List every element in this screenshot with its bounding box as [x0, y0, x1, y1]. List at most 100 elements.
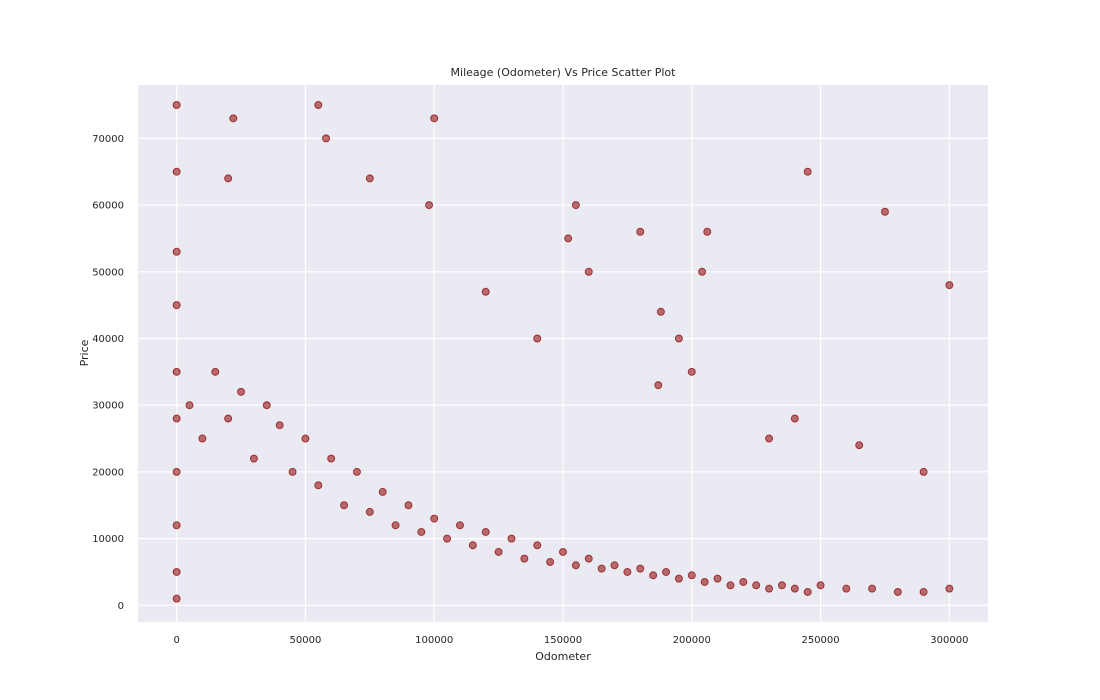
data-point [790, 584, 799, 593]
data-point [172, 521, 181, 530]
data-point [288, 467, 297, 476]
data-point [790, 414, 799, 423]
data-point [919, 587, 928, 596]
data-point [262, 401, 271, 410]
data-point [703, 227, 712, 236]
data-point [314, 481, 323, 490]
data-point [662, 567, 671, 576]
x-tick-label: 100000 [415, 635, 453, 646]
data-point [224, 174, 233, 183]
data-point [752, 581, 761, 590]
data-point [571, 201, 580, 210]
data-point [597, 564, 606, 573]
data-point [172, 247, 181, 256]
data-point [945, 584, 954, 593]
data-point [584, 554, 593, 563]
data-point [559, 547, 567, 556]
data-point [584, 267, 593, 276]
data-point [700, 577, 709, 586]
x-axis-label: Odometer [535, 650, 591, 663]
data-point [571, 561, 580, 570]
data-point [649, 571, 658, 580]
data-point [172, 167, 181, 176]
data-point [172, 301, 181, 310]
data-point [237, 387, 246, 396]
data-point [481, 287, 490, 296]
y-tick-label: 60000 [92, 201, 124, 212]
data-point [623, 567, 632, 576]
data-point [430, 514, 439, 523]
data-point [803, 587, 812, 596]
data-point [636, 227, 645, 236]
data-point [713, 574, 722, 583]
data-point [893, 587, 902, 596]
data-point [365, 507, 374, 516]
y-tick-labels: 0 10000 20000 30000 40000 50000 60000 70000 [92, 134, 124, 612]
x-tick-label: 200000 [673, 635, 711, 646]
data-point [430, 114, 439, 123]
data-point [365, 174, 374, 183]
data-point [803, 167, 812, 176]
data-point [417, 527, 426, 536]
x-tick-label: 50000 [290, 635, 322, 646]
data-point [816, 581, 825, 590]
data-point [945, 281, 954, 290]
data-point [636, 564, 645, 573]
x-tick-label: 250000 [801, 635, 839, 646]
y-tick-label: 30000 [92, 401, 124, 412]
data-point [507, 534, 516, 543]
data-point [674, 334, 683, 343]
data-point [172, 594, 181, 603]
y-tick-label: 10000 [92, 534, 124, 545]
data-point [172, 414, 181, 423]
data-point [855, 441, 864, 450]
data-point [340, 501, 349, 510]
data-point [520, 554, 529, 563]
data-point [765, 584, 774, 593]
data-point [687, 367, 696, 376]
data-point [301, 434, 310, 443]
data-point [533, 334, 542, 343]
y-tick-label: 70000 [92, 134, 124, 145]
data-point [172, 467, 181, 476]
data-point [481, 527, 490, 536]
data-point [322, 134, 331, 143]
y-tick-label: 40000 [92, 334, 124, 345]
data-point [275, 421, 284, 430]
data-point [656, 307, 665, 316]
data-point [564, 234, 573, 243]
data-point [687, 571, 696, 580]
data-point [468, 541, 477, 550]
x-tick-labels: 0 50000 100000 150000 200000 250000 300000 [173, 635, 968, 646]
data-point [172, 101, 181, 110]
data-point [443, 534, 452, 543]
data-point [172, 367, 181, 376]
data-point [229, 114, 238, 123]
data-point [739, 577, 748, 586]
data-point [198, 434, 207, 443]
data-point [777, 581, 786, 590]
x-tick-label: 150000 [544, 635, 582, 646]
y-tick-label: 20000 [92, 467, 124, 478]
data-point [880, 207, 889, 216]
data-point [546, 557, 555, 566]
data-point [378, 487, 387, 496]
data-point [610, 561, 619, 570]
data-point [919, 467, 928, 476]
data-points [172, 101, 954, 603]
data-point [185, 401, 194, 410]
x-tick-label: 0 [173, 635, 179, 646]
data-point [249, 454, 258, 463]
data-point [726, 581, 735, 590]
x-tick-label: 300000 [930, 635, 968, 646]
y-tick-label: 0 [118, 601, 124, 612]
data-point [674, 574, 683, 583]
data-point [765, 434, 774, 443]
grid-lines [138, 85, 988, 622]
data-point [211, 367, 220, 376]
y-axis-label: Price [78, 339, 91, 366]
data-point [425, 201, 434, 210]
data-point [314, 101, 323, 110]
data-point [172, 567, 181, 576]
